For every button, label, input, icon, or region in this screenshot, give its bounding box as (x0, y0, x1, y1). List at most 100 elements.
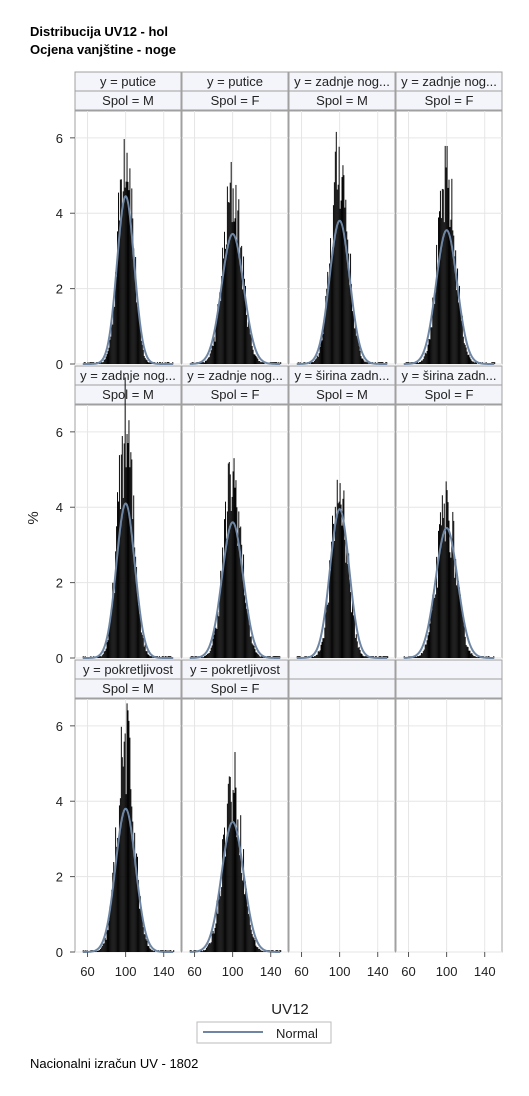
histogram-bar (229, 474, 231, 658)
histogram-bar (259, 361, 261, 364)
histogram-bar (441, 188, 443, 364)
histogram-bar (133, 495, 135, 658)
histogram-bar (212, 345, 214, 364)
histogram-bar (422, 651, 424, 658)
histogram-bar (446, 145, 448, 364)
histogram-bar (439, 190, 441, 364)
histogram-bar (124, 187, 126, 364)
histogram-bar (456, 290, 458, 364)
histogram-bar (352, 306, 354, 364)
histogram-bar (451, 178, 453, 364)
histogram-bar (437, 267, 439, 364)
histogram-bar (242, 570, 244, 658)
histogram-bar (244, 894, 245, 952)
histogram-bar (415, 656, 417, 658)
histogram-bar (365, 361, 367, 364)
y-tick-label: 0 (56, 651, 63, 666)
histogram-bar (361, 653, 363, 658)
histogram-bar (263, 951, 265, 952)
panel-header-spol (395, 90, 503, 111)
histogram-bar (257, 947, 259, 952)
histogram-bar (264, 363, 265, 364)
histogram-bar (144, 644, 146, 658)
histogram-bar (118, 805, 120, 952)
histogram-bar (124, 377, 126, 658)
histogram-bar (319, 650, 321, 658)
histogram-bar (438, 217, 439, 364)
histogram-bar (447, 187, 449, 364)
histogram-bar (415, 363, 417, 364)
histogram-bar (430, 327, 432, 364)
histogram-bar (439, 524, 440, 658)
histogram-bar (251, 345, 253, 364)
histogram-bar (101, 945, 103, 952)
histogram-bar (210, 647, 212, 658)
y-tick-label: 4 (56, 794, 63, 809)
histogram-bar (357, 340, 359, 364)
histogram-bar (238, 841, 240, 952)
histogram-bar (117, 492, 118, 658)
histogram-bar (352, 311, 353, 364)
histogram-bar (220, 896, 222, 952)
histogram-bar (107, 930, 109, 952)
histogram-bar (340, 504, 342, 658)
histogram-bar (361, 358, 363, 364)
histogram-bar (249, 334, 251, 364)
histogram-bar (423, 649, 425, 658)
histogram-bar (150, 949, 152, 952)
histogram-bar (433, 589, 435, 658)
histogram-bar (102, 362, 104, 364)
histogram-bar (324, 627, 326, 658)
histogram-bar (325, 612, 327, 658)
histogram-bar (345, 199, 347, 364)
histogram-bar (365, 656, 367, 658)
histogram-bar (126, 434, 128, 658)
histogram-bar (241, 245, 243, 364)
histogram-bar (320, 341, 322, 364)
histogram-bar (128, 420, 130, 658)
histogram-bar (326, 599, 328, 658)
histogram-bar (259, 656, 261, 658)
histogram-bar (344, 207, 346, 364)
histogram-bar (473, 361, 475, 364)
x-tick-label: 60 (401, 964, 415, 979)
histogram-bar (331, 256, 332, 364)
histogram-bar (116, 276, 118, 364)
histogram-bar (422, 359, 424, 364)
histogram-bar (139, 617, 141, 658)
histogram-bar (117, 231, 118, 364)
histogram-bar (313, 656, 315, 658)
histogram-bar (253, 354, 255, 364)
histogram-bar (312, 656, 314, 658)
histogram-bar (258, 654, 260, 658)
histogram-bar (461, 614, 463, 658)
histogram-bar (347, 563, 349, 658)
panel-header-spol (74, 384, 182, 405)
histogram-bar (204, 950, 205, 952)
histogram-bar (419, 655, 420, 658)
histogram-bar (210, 942, 212, 952)
histogram-bar (357, 647, 359, 658)
histogram-bar (453, 235, 455, 364)
histogram-bar (468, 354, 470, 364)
histogram-bar (108, 347, 110, 364)
histogram-bar (131, 188, 133, 364)
histogram-bar (103, 651, 105, 658)
histogram-bar (234, 218, 236, 364)
histogram-bar (138, 880, 139, 952)
histogram-bar (454, 256, 456, 364)
histogram-bar (334, 506, 336, 658)
histogram-bar (133, 248, 135, 364)
histogram-bar (204, 362, 205, 364)
histogram-bar (343, 490, 345, 658)
histogram-bar (129, 737, 131, 952)
histogram-bar (125, 794, 127, 952)
histogram-bar (205, 947, 207, 952)
panel-header-spol (288, 678, 396, 699)
histogram-bar (207, 653, 209, 658)
histogram-bar (136, 566, 138, 658)
panel-y-label: y = pokretljivost (83, 662, 173, 677)
histogram-bar (106, 928, 108, 952)
histogram-bar (211, 345, 213, 364)
panel-spol-label: Spol = M (102, 93, 154, 108)
